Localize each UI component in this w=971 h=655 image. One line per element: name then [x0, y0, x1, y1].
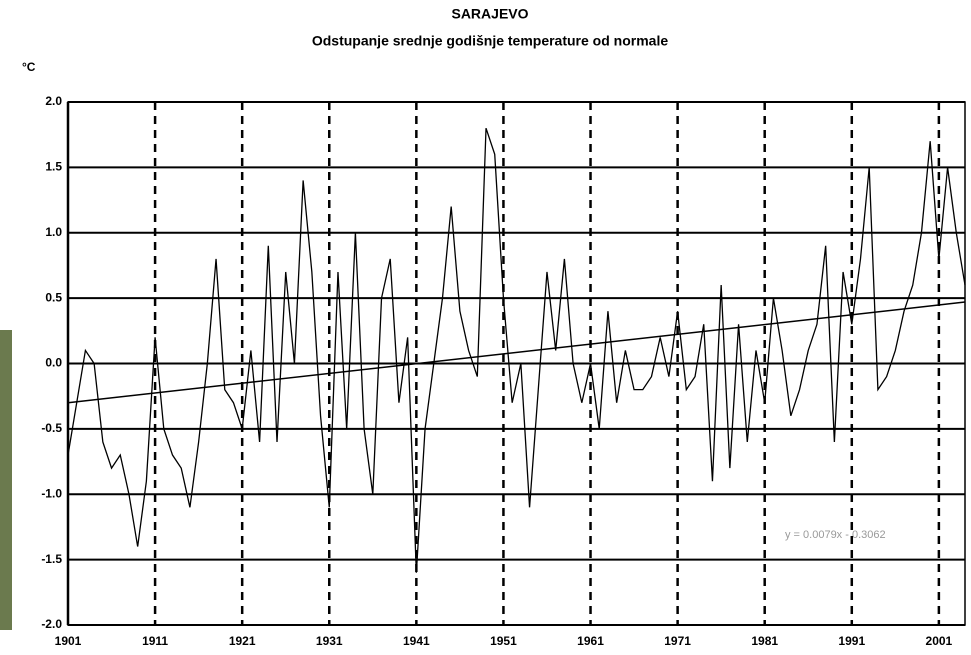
data-line — [68, 128, 965, 573]
y-tick-label: -1.0 — [41, 486, 62, 500]
x-tick-label: 1911 — [142, 634, 168, 648]
trend-equation: y = 0.0079x - 0.3062 — [785, 529, 886, 541]
x-tick-label: 1901 — [55, 634, 82, 648]
x-tick-label: 1931 — [316, 634, 343, 648]
x-tick-label: 1951 — [490, 634, 517, 648]
y-tick-label: 1.5 — [45, 160, 62, 174]
x-tick-label: 1961 — [577, 634, 604, 648]
y-tick-label: -1.5 — [41, 552, 62, 566]
y-tick-label: 0.5 — [45, 290, 62, 304]
x-tick-label: 1971 — [664, 634, 691, 648]
y-tick-label: 2.0 — [45, 94, 62, 108]
y-axis-label: °C — [22, 60, 36, 74]
chart-title: SARAJEVO — [451, 6, 528, 22]
chart-subtitle: Odstupanje srednje godišnje temperature … — [312, 33, 669, 49]
x-tick-label: 1921 — [229, 634, 256, 648]
y-tick-label: -0.5 — [41, 421, 62, 435]
y-tick-label: 1.0 — [45, 225, 62, 239]
x-tick-label: 1941 — [403, 634, 430, 648]
y-tick-label: 0.0 — [45, 356, 62, 370]
x-tick-label: 1981 — [751, 634, 778, 648]
cropped-image-edge — [0, 330, 12, 630]
page: {"chart_data": {"type": "line", "title":… — [0, 0, 971, 655]
x-tick-label: 2001 — [926, 634, 953, 648]
x-tick-label: 1991 — [838, 634, 865, 648]
y-tick-label: -2.0 — [41, 617, 62, 631]
chart: SARAJEVO Odstupanje srednje godišnje tem… — [0, 0, 971, 650]
